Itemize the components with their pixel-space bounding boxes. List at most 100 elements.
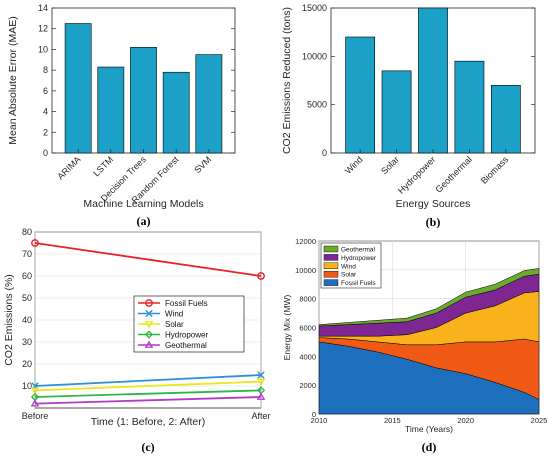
y-tick-label: 8 bbox=[43, 65, 48, 75]
bar-2 bbox=[130, 47, 157, 154]
y-tick-label: 10000 bbox=[295, 266, 316, 275]
y-tick-label: 2 bbox=[43, 127, 48, 137]
y-tick-label: 5000 bbox=[307, 100, 327, 110]
x-tick-label: Solar bbox=[379, 154, 401, 176]
y-tick-label: 80 bbox=[22, 227, 32, 237]
x-tick-label: ARIMA bbox=[55, 154, 82, 181]
y-tick-label: 12 bbox=[38, 24, 48, 34]
legend-label: Geothermal bbox=[341, 247, 376, 254]
legend-label: Hydropower bbox=[341, 255, 377, 262]
data-point-4-0 bbox=[30, 399, 40, 407]
bar-0 bbox=[345, 36, 376, 154]
chart-b: 0 5000 10000 15000 Wind SolarHydropowerGeothe… bbox=[281, 3, 536, 229]
panel-label: (a) bbox=[137, 214, 151, 228]
chart-d: 0 2000 4000 6000 8000 10000 12000 2010 2015 2020 2… bbox=[282, 237, 547, 454]
bar-3 bbox=[162, 71, 190, 154]
data-point-0-1 bbox=[257, 272, 265, 280]
x-axis-label: Time (Years) bbox=[405, 424, 453, 434]
bar-2 bbox=[418, 7, 448, 154]
y-tick-label: 15000 bbox=[302, 3, 327, 13]
series-line-1 bbox=[34, 374, 262, 387]
y-tick-label: 50 bbox=[22, 293, 32, 303]
x-axis-label: Energy Sources bbox=[396, 198, 471, 210]
y-tick-label: 40 bbox=[22, 315, 32, 325]
data-point-0-0 bbox=[31, 239, 39, 247]
bar-1 bbox=[97, 66, 125, 154]
y-tick-label: 2000 bbox=[299, 381, 316, 390]
legend-label: Fossil Fuels bbox=[341, 280, 376, 287]
legend-swatch-1 bbox=[323, 271, 339, 278]
y-tick-label: 0 bbox=[322, 148, 327, 158]
bar-4 bbox=[490, 85, 521, 154]
legend-marker-3 bbox=[144, 330, 154, 339]
bar-3 bbox=[454, 60, 485, 154]
x-axis-label: Time (1: Before, 2: After) bbox=[91, 416, 206, 428]
area-4 bbox=[318, 268, 540, 327]
y-tick-label: 0 bbox=[43, 148, 48, 158]
legend-label: Wind bbox=[165, 310, 183, 319]
panel-label: (d) bbox=[422, 440, 437, 454]
y-axis-label: Mean Absolute Error (MAE) bbox=[7, 16, 19, 144]
data-point-2-1 bbox=[256, 378, 266, 387]
x-tick-label: 2020 bbox=[457, 416, 474, 425]
y-tick-label: 10000 bbox=[302, 51, 327, 61]
data-point-2-0 bbox=[30, 387, 40, 395]
y-tick-label: 8000 bbox=[299, 295, 316, 304]
legend-label: Hydropower bbox=[165, 331, 208, 340]
y-axis-label: CO2 Emissions Reduced (tons) bbox=[281, 7, 293, 154]
y-tick-label: 12000 bbox=[295, 237, 316, 246]
legend-label: Geothermal bbox=[165, 341, 207, 350]
y-tick-label: 6 bbox=[43, 86, 48, 96]
series-line-4 bbox=[34, 396, 262, 405]
series-line-0 bbox=[34, 242, 262, 277]
y-tick-label: 70 bbox=[22, 249, 32, 259]
x-tick-label: Before bbox=[22, 411, 49, 421]
x-axis-label: Machine Learning Models bbox=[83, 198, 203, 210]
chart-c: 10 20 30 40 50 60 70 80 Before After Fossil Fuels W… bbox=[3, 227, 271, 454]
y-tick-label: 10 bbox=[38, 44, 48, 54]
legend-swatch-2 bbox=[323, 262, 339, 269]
legend-label: Fossil Fuels bbox=[165, 299, 208, 308]
bar-4 bbox=[195, 54, 223, 154]
data-point-1-1 bbox=[257, 371, 265, 379]
bar-1 bbox=[381, 70, 412, 154]
y-axis-label: Energy Mix (MW) bbox=[282, 295, 292, 361]
legend-label: Solar bbox=[341, 272, 357, 279]
y-tick-label: 30 bbox=[22, 337, 32, 347]
legend-marker-1 bbox=[145, 309, 153, 318]
legend-label: Solar bbox=[165, 320, 184, 329]
y-tick-label: 0 bbox=[312, 410, 316, 419]
panel-label: (b) bbox=[426, 215, 441, 229]
series-line-2 bbox=[34, 380, 262, 392]
series-line-3 bbox=[34, 389, 262, 398]
legend-marker-2 bbox=[144, 321, 154, 329]
x-tick-label: 2015 bbox=[384, 416, 401, 425]
x-tick-label: 2025 bbox=[531, 416, 548, 425]
legend-swatch-4 bbox=[323, 245, 339, 253]
x-tick-label: 2010 bbox=[311, 416, 328, 425]
x-tick-label: SVM bbox=[192, 154, 213, 175]
x-tick-label: Biomass bbox=[479, 154, 511, 186]
y-tick-label: 14 bbox=[38, 3, 48, 13]
y-tick-label: 6000 bbox=[299, 324, 316, 333]
data-point-4-1 bbox=[256, 392, 266, 400]
panel-label: (c) bbox=[141, 440, 154, 454]
y-tick-label: 4 bbox=[43, 107, 48, 117]
x-tick-label: Geothermal bbox=[434, 154, 474, 194]
x-tick-label: Wind bbox=[343, 154, 365, 176]
y-tick-label: 20 bbox=[22, 359, 32, 369]
x-tick-label: Hydropower bbox=[396, 154, 437, 195]
y-axis-label: CO2 Emissions (%) bbox=[3, 274, 15, 366]
y-tick-label: 4000 bbox=[299, 352, 316, 361]
y-tick-label: 60 bbox=[22, 271, 32, 281]
legend-marker-4 bbox=[144, 340, 154, 348]
legend-swatch-3 bbox=[323, 254, 339, 261]
legend-marker-0 bbox=[145, 299, 153, 307]
x-tick-label: After bbox=[251, 411, 270, 421]
x-tick-label: LSTM bbox=[91, 154, 115, 178]
bar-0 bbox=[64, 23, 92, 154]
y-tick-label: 10 bbox=[22, 381, 32, 391]
legend-label: Wind bbox=[341, 263, 356, 270]
